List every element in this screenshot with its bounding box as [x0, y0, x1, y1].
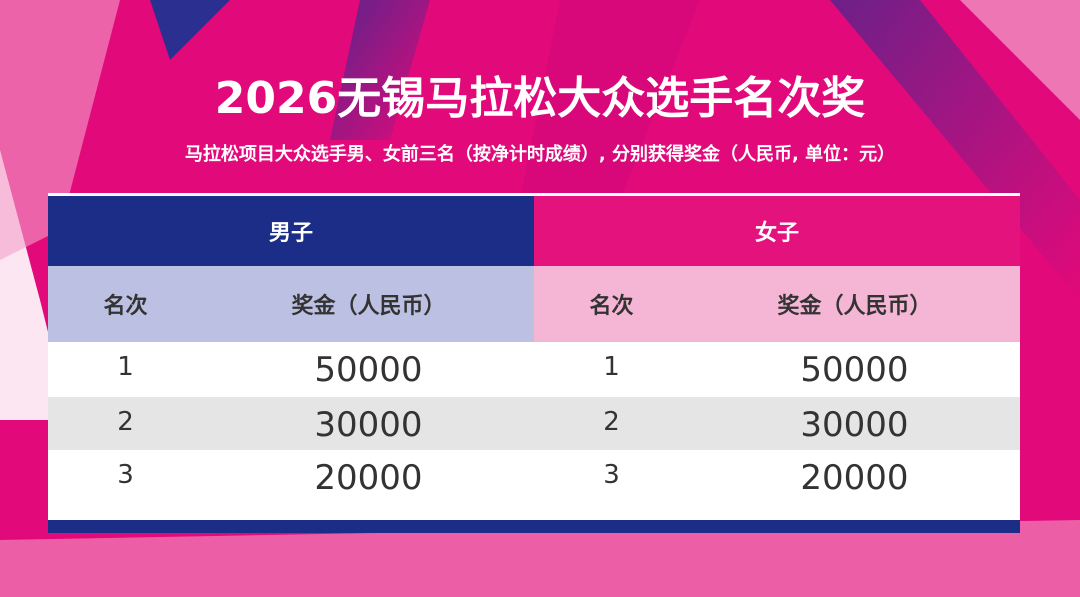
- prize-amount: 50000: [800, 349, 909, 390]
- row-band: [48, 342, 1020, 397]
- rank: 3: [117, 460, 134, 490]
- column-header-band: [534, 266, 1020, 342]
- rank: 2: [603, 407, 620, 437]
- rank: 1: [117, 352, 134, 382]
- column-header: 名次: [589, 294, 634, 319]
- subtitle: 马拉松项目大众选手男、女前三名（按净计时成绩）, 分别获得奖金（人民币, 单位：…: [184, 144, 896, 165]
- group-header: 男子: [48, 196, 534, 266]
- rank: 1: [603, 352, 620, 382]
- prize-amount: 30000: [800, 404, 909, 445]
- row-band: [48, 450, 1020, 520]
- table-footer-bar: [48, 520, 1020, 533]
- column-header: 奖金（人民币）: [777, 294, 932, 319]
- row-band: [48, 397, 1020, 450]
- rank: 3: [603, 460, 620, 490]
- prize-amount: 50000: [314, 349, 423, 390]
- group-header: 女子: [534, 196, 1020, 266]
- title: 2026无锡马拉松大众选手名次奖: [214, 73, 866, 124]
- column-header: 名次: [103, 294, 148, 319]
- column-header-band: [48, 266, 534, 342]
- prize-table: 男子 女子名次 奖金（人民币） 名次 奖金（人民币） 1 50000 1 50000 2 30000…: [48, 193, 1020, 533]
- rank: 2: [117, 407, 134, 437]
- prize-amount: 20000: [800, 457, 909, 498]
- column-header: 奖金（人民币）: [291, 294, 446, 319]
- prize-amount: 30000: [314, 404, 423, 445]
- prize-amount: 20000: [314, 457, 423, 498]
